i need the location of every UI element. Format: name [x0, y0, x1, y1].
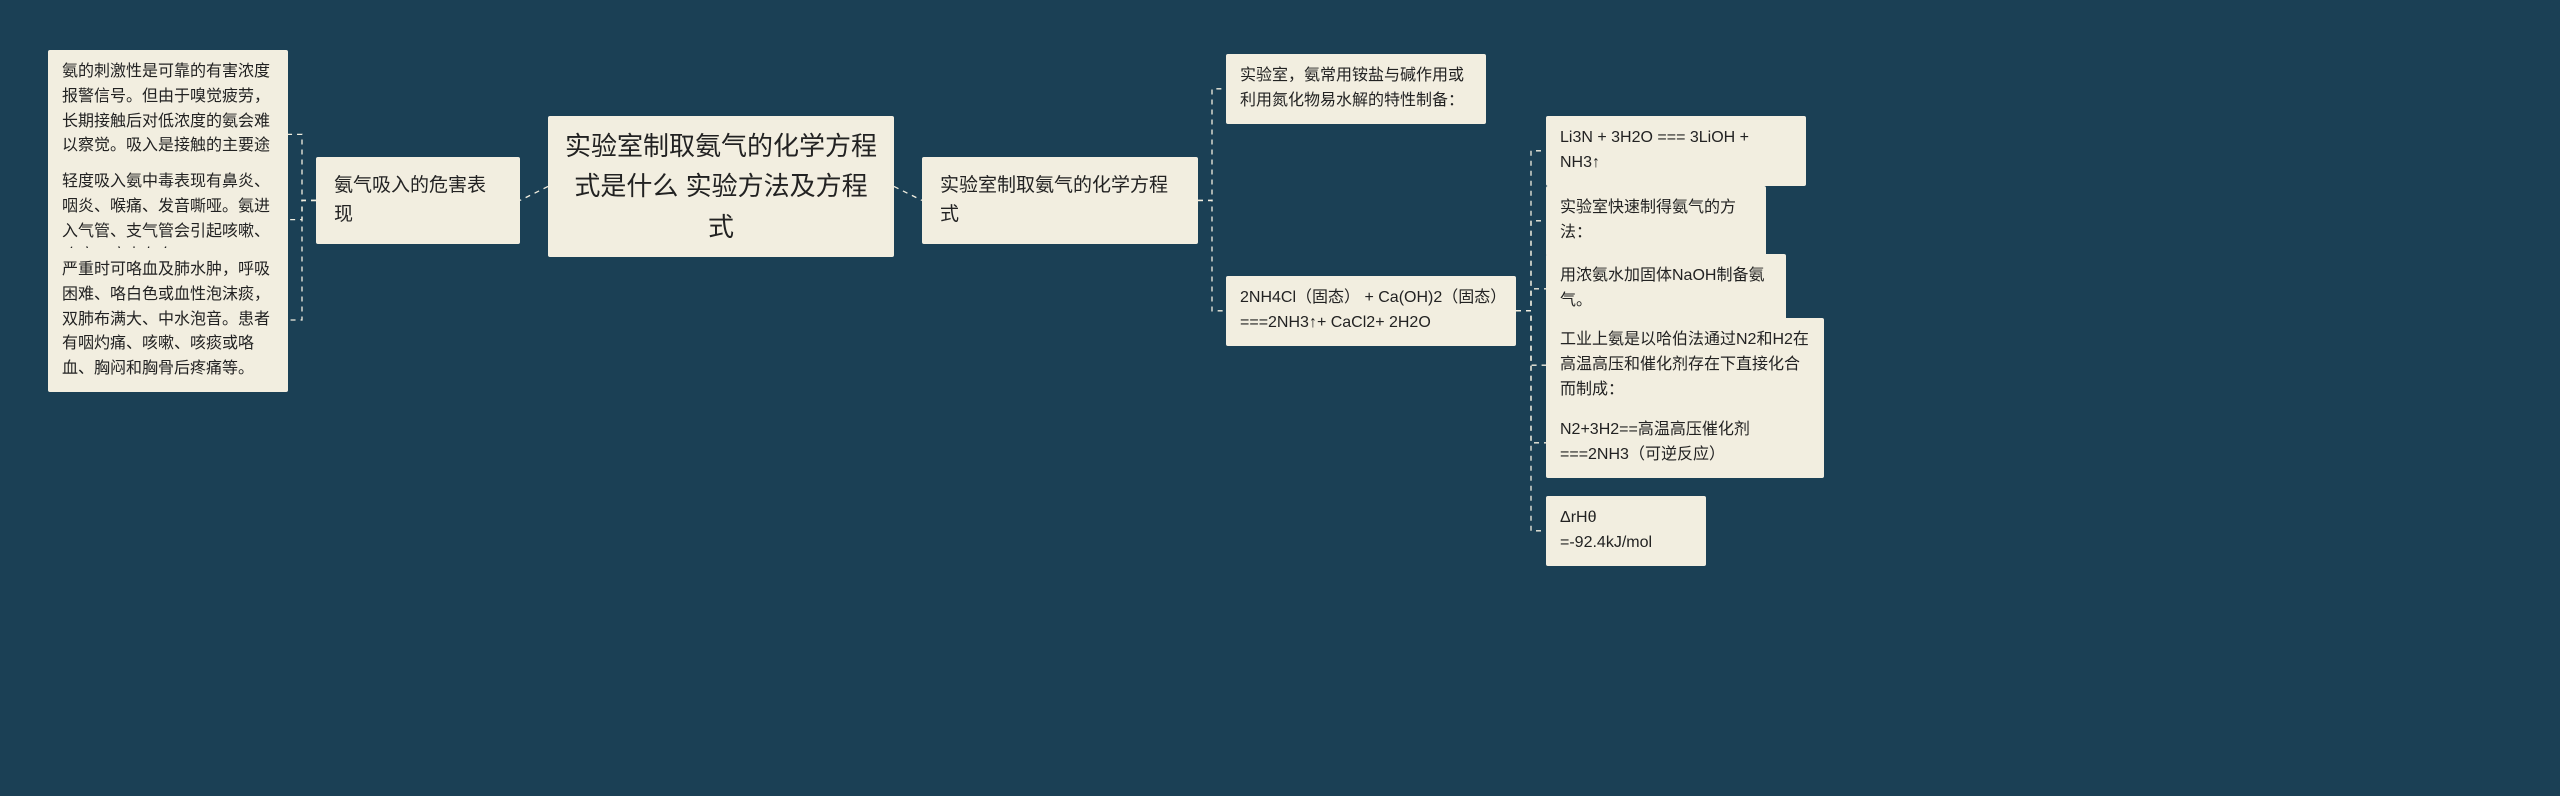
- leaf-node-right-1-5: ΔrHθ =-92.4kJ/mol: [1546, 496, 1706, 566]
- left-branch-node: 氨气吸入的危害表现: [316, 157, 520, 244]
- leaf-node-right-1: 2NH4Cl（固态） + Ca(OH)2（固态）===2NH3↑+ CaCl2+…: [1226, 276, 1516, 346]
- leaf-node-right-1-1: 实验室快速制得氨气的方法：: [1546, 186, 1766, 256]
- leaf-node-right-1-3: 工业上氨是以哈伯法通过N2和H2在高温高压和催化剂存在下直接化合而制成：: [1546, 318, 1824, 412]
- leaf-node-right-1-0: Li3N + 3H2O === 3LiOH + NH3↑: [1546, 116, 1806, 186]
- leaf-node-right-1-2: 用浓氨水加固体NaOH制备氨气。: [1546, 254, 1786, 324]
- leaf-node-right-1-4: N2+3H2==高温高压催化剂===2NH3（可逆反应）: [1546, 408, 1824, 478]
- leaf-node-left-2: 严重时可咯血及肺水肿，呼吸困难、咯白色或血性泡沫痰，双肺布满大、中水泡音。患者有…: [48, 248, 288, 392]
- leaf-node-right-0: 实验室，氨常用铵盐与碱作用或利用氮化物易水解的特性制备：: [1226, 54, 1486, 124]
- right-branch-node: 实验室制取氨气的化学方程式: [922, 157, 1198, 244]
- root-node: 实验室制取氨气的化学方程式是什么 实验方法及方程式: [548, 116, 894, 257]
